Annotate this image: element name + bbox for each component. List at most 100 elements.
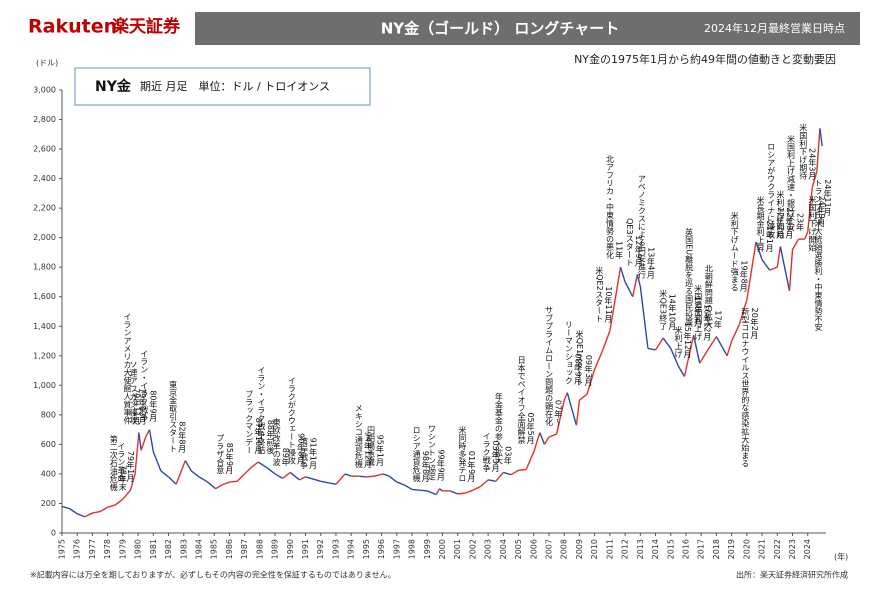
annotation-text: 米国追加利上げ: [694, 283, 703, 340]
annotation-text: イラン・イラク戦争: [140, 350, 149, 423]
annotation-text: イラン革命: [117, 442, 126, 483]
price-segment: [769, 266, 778, 271]
x-tick-label: 2001: [453, 539, 462, 559]
price-segment: [382, 473, 390, 477]
x-tick-label: 2015: [666, 539, 675, 559]
price-segment: [257, 461, 268, 469]
annotation-date: 87年10月: [254, 418, 263, 455]
chart-title: NY金（ゴールド） ロングチャート: [381, 20, 620, 38]
price-segment: [404, 484, 413, 491]
x-tick-label: 2020: [742, 539, 751, 559]
annotation-date: 23年: [796, 213, 805, 232]
price-segment: [411, 488, 420, 491]
price-segment: [99, 506, 109, 513]
annotation-text: 米国利下げ開始: [808, 195, 817, 253]
price-segment: [229, 480, 238, 483]
annotation-text: イランアメリカ大使館人質事件: [123, 313, 132, 426]
annotation-date: 90年8月: [296, 433, 305, 465]
price-segment: [61, 505, 70, 510]
price-segment: [503, 471, 512, 476]
x-tick-label: 2019: [727, 539, 736, 559]
price-segment: [525, 451, 535, 470]
price-segment: [140, 436, 147, 451]
annotation-text: 米長期金利上昇: [756, 195, 765, 253]
price-segment: [819, 128, 823, 147]
price-segment: [579, 393, 588, 401]
y-tick-label: 1,200: [33, 351, 56, 360]
annotation-text: サブプライムローン問題の顕在化: [545, 306, 554, 427]
annotation-date: 89年: [281, 448, 290, 467]
x-tick-label: 2012: [621, 539, 630, 559]
annotation-text: ブラックマンデー: [245, 389, 254, 454]
y-tick-label: 200: [41, 499, 56, 508]
annotation-date: 08年9月: [573, 353, 582, 385]
price-segment: [586, 368, 596, 395]
price-segment: [305, 476, 314, 480]
price-segment: [563, 392, 568, 401]
price-segment: [328, 482, 337, 485]
y-tick-label: 1,600: [33, 292, 56, 301]
price-segment: [510, 469, 519, 476]
annotation-text: 北朝鮮問題の拡大: [704, 265, 713, 330]
x-tick-label: 1987: [240, 539, 249, 559]
price-segment: [282, 471, 291, 479]
price-segment: [274, 473, 284, 479]
annotation-text: 英国EU離脱を巡る国民投票: [685, 227, 694, 327]
price-segment: [816, 128, 821, 172]
price-segment: [533, 432, 541, 452]
price-segment: [708, 336, 718, 349]
y-tick-label: 1,400: [33, 322, 56, 331]
annotation-date: 03年3月: [491, 441, 500, 473]
annotation-text: 北アフリカ・中東情勢の悪化: [605, 155, 614, 260]
annotation-text: 第二次石油危機: [109, 434, 118, 492]
annotation-date: 79年1月: [126, 451, 135, 483]
x-tick-label: 2006: [529, 539, 538, 559]
annotation-date: 19年8月: [739, 260, 748, 292]
x-tick-label: 2008: [560, 539, 569, 559]
price-segment: [683, 334, 695, 377]
annotation-text: 東京金取引スタート: [169, 380, 178, 453]
price-segment: [388, 475, 398, 483]
x-tick-label: 1977: [88, 539, 97, 559]
y-tick-label: 2,400: [33, 174, 56, 183]
price-segment: [184, 460, 192, 472]
price-segment: [373, 473, 384, 477]
annotation-text: ワシントン協定: [427, 425, 436, 482]
price-segment: [731, 324, 740, 342]
price-segment: [344, 473, 352, 477]
annotation-text: ロシア通貨危機: [412, 426, 421, 483]
x-tick-label: 2014: [651, 539, 660, 559]
annotation-text: 米国利上げ減速・銀行不安: [787, 134, 796, 232]
price-segment: [647, 347, 656, 351]
annotation-date: 15年12月: [683, 322, 692, 359]
brand-name-ja: 楽天証券: [112, 16, 181, 37]
price-segment: [168, 476, 177, 485]
price-segment: [566, 392, 578, 426]
price-segment: [107, 504, 116, 508]
price-segment: [804, 231, 809, 240]
disclaimer: ※記載内容には万全を期しておりますが、必ずしもその内容の完全性を保証するものでは…: [30, 570, 396, 580]
annotation-date: 10年11月: [604, 286, 613, 323]
annotation-date: 05年5月: [526, 413, 535, 445]
annotation-date: 17年: [713, 310, 722, 329]
y-tick-label: 2,200: [33, 204, 56, 213]
price-segment: [366, 475, 375, 478]
price-segment: [726, 340, 733, 357]
x-tick-label: 2003: [484, 539, 493, 559]
annotation-text: イラク戦争: [482, 432, 491, 473]
price-segment: [320, 480, 329, 484]
x-tick-label: 2002: [468, 539, 477, 559]
price-segment: [198, 476, 207, 482]
price-segment: [145, 429, 151, 438]
x-tick-label: 2021: [758, 539, 767, 559]
y-tick-label: 3,000: [33, 86, 56, 95]
annotation-date: 14年10月: [668, 294, 677, 331]
x-tick-label: 2013: [636, 539, 645, 559]
y-tick-label: 1,000: [33, 381, 56, 390]
annotation-text: トランプ氏米大統領選勝利・中東情勢不安: [814, 179, 823, 332]
annotation-date: 20年2月: [750, 308, 759, 340]
header-bar: [195, 12, 860, 45]
x-tick-label: 2010: [590, 539, 599, 559]
annotation-text: リーマンショック: [564, 321, 573, 385]
